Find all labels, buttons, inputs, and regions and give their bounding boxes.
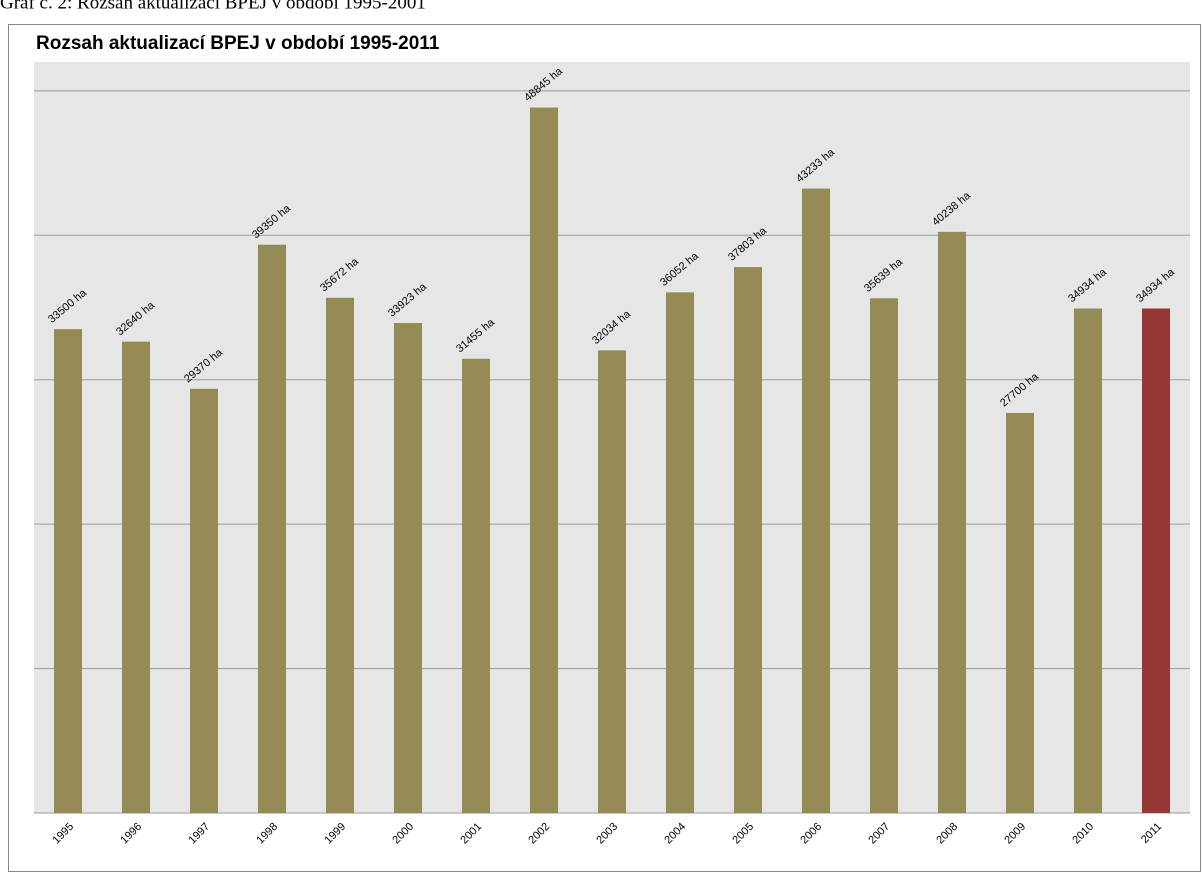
bar	[870, 298, 898, 813]
bar	[1074, 308, 1102, 813]
chart-title: Rozsah aktualizací BPEJ v období 1995-20…	[36, 33, 440, 54]
bar	[54, 329, 82, 813]
bar	[326, 297, 354, 814]
bar	[598, 350, 626, 813]
bar	[734, 267, 762, 813]
bar	[122, 341, 150, 813]
bar	[530, 107, 558, 813]
bar	[190, 388, 218, 813]
bar	[802, 188, 830, 813]
bar	[1142, 308, 1170, 813]
caption: Graf č. 2: Rozsah aktualizací BPEJ v obd…	[0, 0, 426, 13]
bar	[666, 292, 694, 813]
bar	[462, 358, 490, 813]
bar	[1006, 412, 1034, 813]
bar	[258, 244, 286, 813]
bar	[394, 323, 422, 813]
bar	[938, 231, 966, 813]
